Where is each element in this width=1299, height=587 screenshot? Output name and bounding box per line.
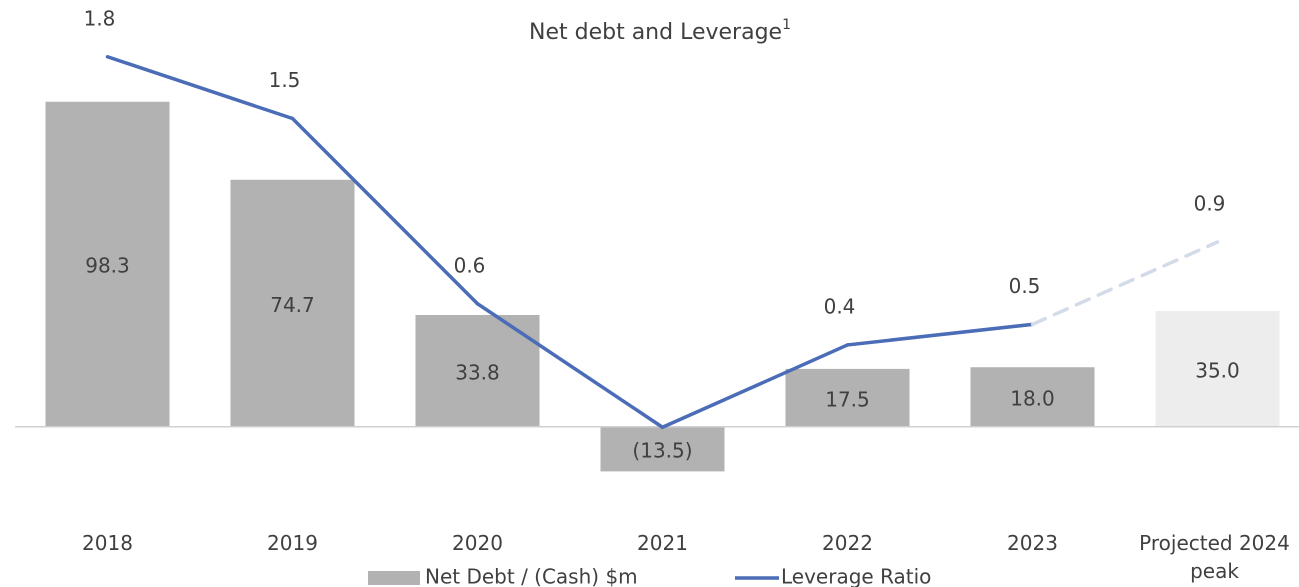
bar-value-label: (13.5) xyxy=(632,439,692,463)
line-value-label: 0.9 xyxy=(1194,192,1226,216)
line-value-label: 0.6 xyxy=(454,253,486,277)
x-tick-label: 2022 xyxy=(822,531,873,555)
bar xyxy=(230,179,355,427)
x-tick-label: 2021 xyxy=(637,531,688,555)
chart-title: Net debt and Leverage1 xyxy=(529,17,791,45)
bar-value-label: 18.0 xyxy=(1010,386,1055,410)
x-tick-label: 2020 xyxy=(452,531,503,555)
title-note: 1 xyxy=(782,17,791,33)
bar xyxy=(1155,311,1280,427)
projected-line-segment xyxy=(1030,240,1220,327)
x-tick-label: Projected 2024 peak xyxy=(1139,531,1290,583)
line-segment xyxy=(475,302,665,430)
line-value-label: 1.8 xyxy=(84,6,116,30)
bar-value-label: 33.8 xyxy=(455,360,500,384)
title-text: Net debt and Leverage xyxy=(529,20,782,45)
bar xyxy=(785,368,910,427)
bar xyxy=(415,314,540,427)
legend-label: Net Debt / (Cash) $m xyxy=(425,565,638,587)
x-tick-label: 2018 xyxy=(82,531,133,555)
line-segment xyxy=(105,55,295,121)
line-segment xyxy=(290,116,480,306)
legend-label: Leverage Ratio xyxy=(781,565,931,587)
bar xyxy=(45,101,170,427)
x-tick-label: 2023 xyxy=(1007,531,1058,555)
bar xyxy=(970,367,1095,427)
legend-swatch xyxy=(368,571,420,585)
line-value-label: 0.4 xyxy=(824,294,856,318)
x-tick-label: 2019 xyxy=(267,531,318,555)
line-segment xyxy=(845,322,1035,347)
line-value-label: 1.5 xyxy=(269,68,301,92)
bar xyxy=(600,426,725,472)
bar-value-label: 98.3 xyxy=(85,254,130,278)
line-segment xyxy=(660,343,850,430)
bar-value-label: 17.5 xyxy=(825,387,870,411)
bar-value-label: 35.0 xyxy=(1195,358,1240,382)
bar-value-label: 74.7 xyxy=(270,293,315,317)
line-value-label: 0.5 xyxy=(1009,274,1041,298)
